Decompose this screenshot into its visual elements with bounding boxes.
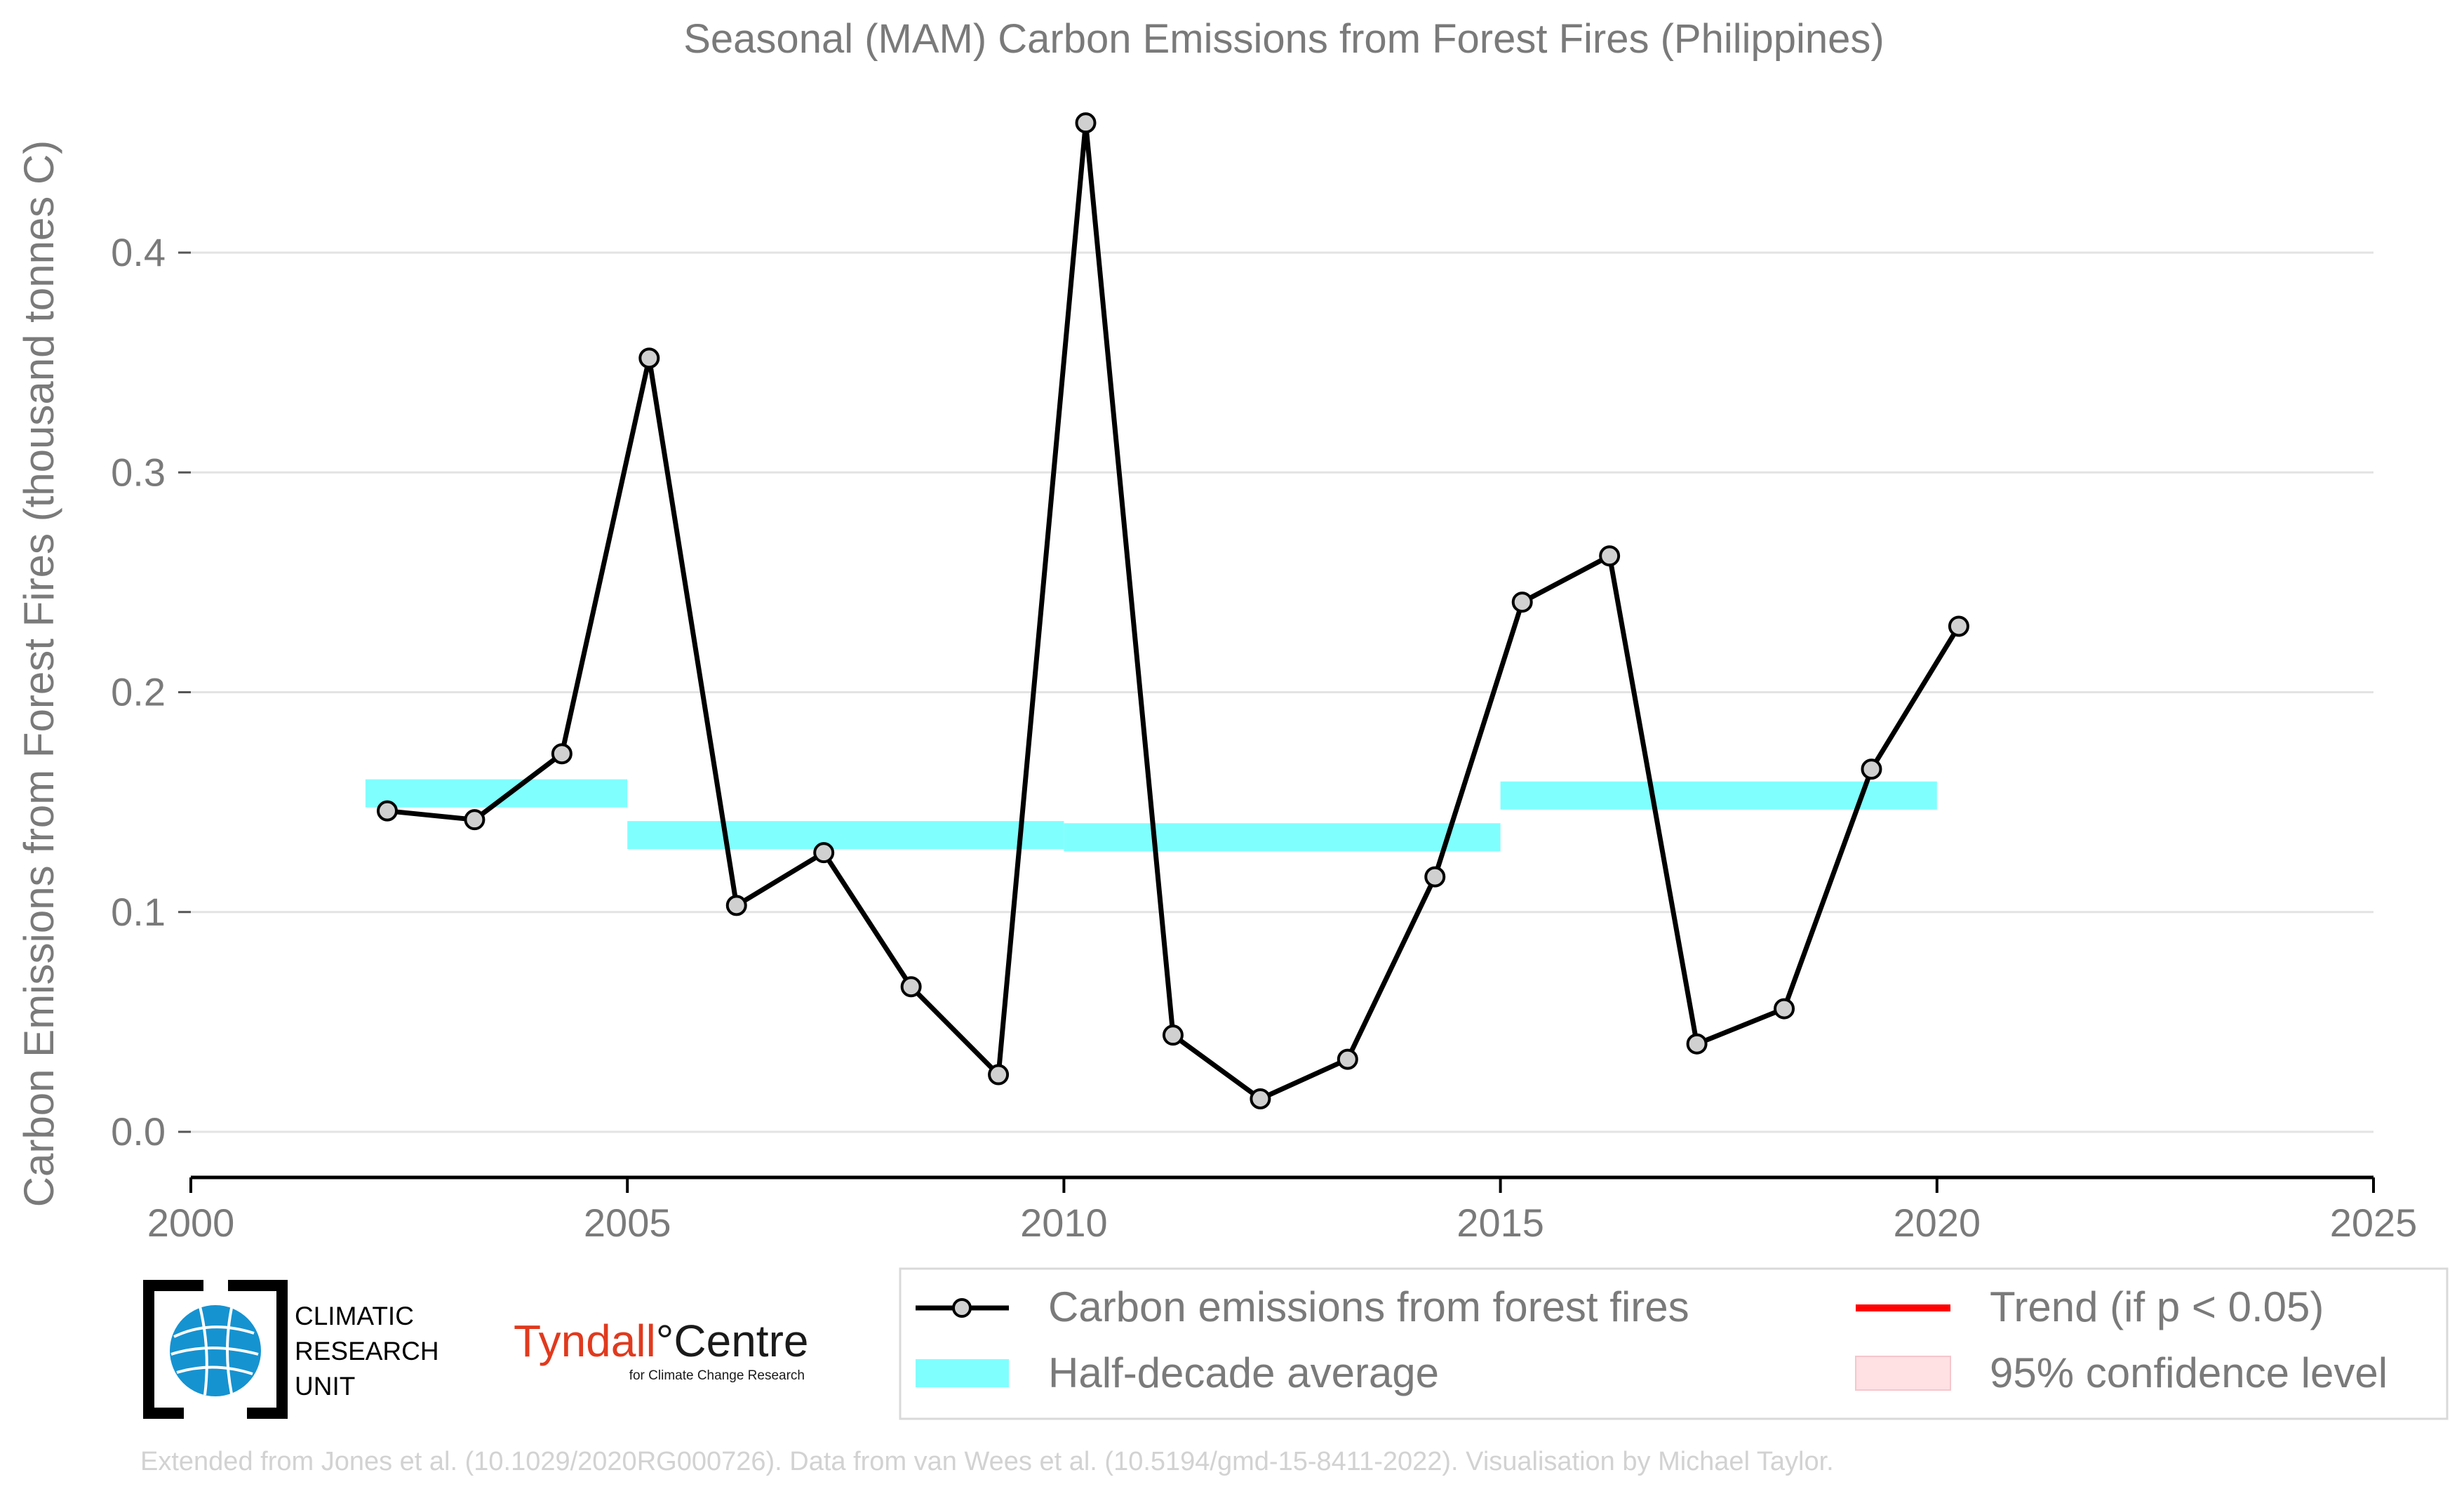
legend-label-half-decade: Half-decade average (1048, 1349, 1439, 1396)
y-tick-label-1: 0.1 (111, 890, 166, 934)
chart-title: Seasonal (MAM) Carbon Emissions from For… (683, 16, 1884, 62)
y-axis-label: Carbon Emissions from Forest Fires (thou… (15, 140, 62, 1208)
y-tick-label-4: 0.4 (111, 230, 166, 274)
legend-label-emissions: Carbon emissions from forest fires (1048, 1283, 1689, 1330)
series-carbon-emissions (376, 112, 1969, 1110)
cru-text-line2: RESEARCH (295, 1337, 439, 1365)
data-point-0 (376, 800, 398, 822)
data-point-7 (988, 1064, 1010, 1086)
x-tick-label-1: 2005 (584, 1201, 671, 1245)
credit-line: Extended from Jones et al. (10.1029/2020… (140, 1447, 1834, 1476)
y-tick-label-3: 0.3 (111, 450, 166, 494)
data-point-10 (1250, 1088, 1271, 1110)
legend: Carbon emissions from forest fires Half-… (899, 1267, 2449, 1420)
legend-label-trend: Trend (if p < 0.05) (1990, 1283, 2324, 1330)
x-tick-label-3: 2015 (1457, 1201, 1544, 1245)
grid-lines (191, 251, 2373, 1133)
legend-swatch-band (916, 1359, 1009, 1387)
half-decade-band-2 (1064, 823, 1501, 852)
x-tick-label-0: 2000 (147, 1201, 235, 1245)
series-line-emissions (387, 120, 1961, 1102)
data-point-13 (1511, 592, 1533, 613)
cru-bracket-left (143, 1280, 203, 1419)
tyndall-subtitle: for Climate Change Research (629, 1368, 805, 1383)
legend-swatch-confidence (1855, 1356, 1951, 1391)
cru-text-line3: UNIT (295, 1372, 355, 1401)
data-point-12 (1424, 866, 1446, 888)
data-point-9 (1162, 1024, 1184, 1046)
legend-frame (899, 1267, 2449, 1420)
legend-label-confidence: 95% confidence level (1990, 1349, 2388, 1396)
half-decade-band-1 (627, 821, 1064, 850)
data-point-1 (464, 809, 486, 831)
data-point-3 (638, 347, 660, 369)
y-tick-label-2: 0.2 (111, 670, 166, 714)
tyndall-logo: Tyndall°Centre for Climate Change Resear… (514, 1316, 808, 1383)
data-point-5 (813, 842, 835, 864)
cru-text-line1: CLIMATIC (295, 1302, 414, 1330)
data-point-16 (1774, 998, 1795, 1020)
tyndall-wordmark: Tyndall°Centre (514, 1316, 808, 1366)
data-point-11 (1337, 1048, 1358, 1070)
data-point-6 (900, 976, 922, 998)
data-point-2 (551, 743, 573, 765)
data-point-14 (1599, 545, 1621, 567)
cru-logo: CLIMATIC RESEARCH UNIT (143, 1280, 439, 1419)
x-tick-label-4: 2020 (1894, 1201, 1981, 1245)
y-axis-ticks: 0.0 0.1 0.2 0.3 0.4 (111, 230, 191, 1154)
legend-swatch-marker (952, 1298, 972, 1318)
x-axis: 2000 2005 2010 2015 2020 2025 (147, 1175, 2418, 1245)
data-point-18 (1948, 615, 1969, 637)
data-point-17 (1861, 759, 1882, 780)
globe-icon (170, 1305, 261, 1396)
data-point-8 (1075, 112, 1097, 134)
x-tick-label-5: 2025 (2330, 1201, 2418, 1245)
cru-bracket-right (228, 1280, 288, 1419)
half-decade-band-3 (1500, 781, 1937, 810)
data-point-15 (1686, 1033, 1708, 1055)
y-tick-label-0: 0.0 (111, 1109, 166, 1154)
data-point-4 (725, 895, 747, 916)
x-tick-label-2: 2010 (1020, 1201, 1108, 1245)
